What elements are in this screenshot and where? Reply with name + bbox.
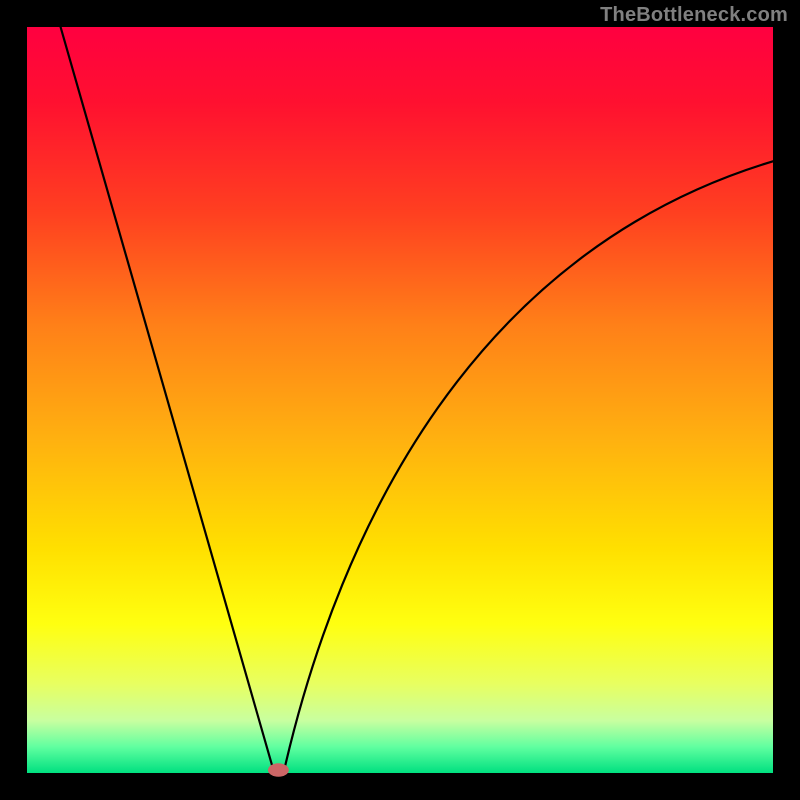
chart-frame: TheBottleneck.com: [0, 0, 800, 800]
bottleneck-chart: [0, 0, 800, 800]
plot-background: [27, 27, 773, 773]
minimum-marker: [268, 763, 289, 776]
attribution-text: TheBottleneck.com: [600, 4, 788, 27]
